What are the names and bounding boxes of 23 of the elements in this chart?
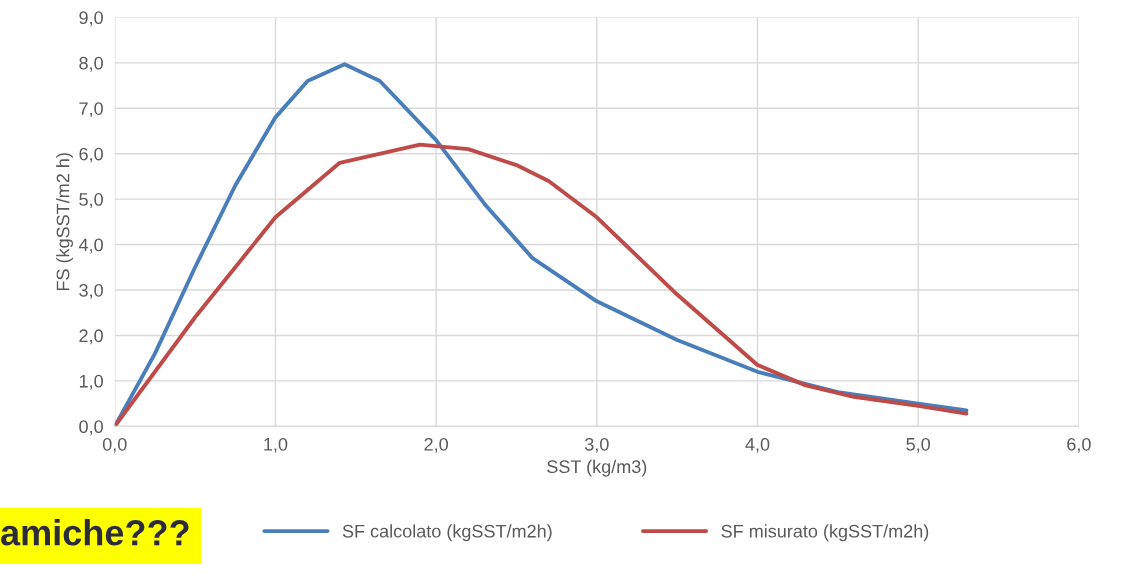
x-tick-label: 6,0 [1067, 437, 1091, 453]
y-tick-label: 9,0 [79, 11, 103, 27]
y-tick-label: 1,0 [79, 374, 103, 390]
text: amiche??? [1, 519, 189, 546]
y-tick-label: 7,0 [79, 102, 103, 118]
y-tick-label: 3,0 [79, 283, 103, 299]
line-series [114, 142, 969, 427]
x-tick-label: 2,0 [424, 437, 448, 453]
y-tick-label: 8,0 [79, 56, 103, 72]
x-tick-label: 5,0 [906, 437, 931, 453]
y-tick-label: 4,0 [78, 238, 103, 254]
x-tick-label: 1,0 [264, 437, 288, 453]
y-tick-label: 5,0 [79, 193, 103, 208]
x-axis-title: SST (kg/m3) [547, 459, 647, 477]
x-tick-label: 3,0 [584, 437, 609, 453]
legend-label: SF misurato (kgSST/m2h) [721, 524, 929, 542]
y-tick-label: 2,0 [79, 329, 103, 345]
y-tick-label: 6,0 [79, 147, 103, 163]
y-axis-title: FS (kgSST/m2 h) [56, 153, 73, 291]
x-tick-label: 0,0 [102, 437, 127, 453]
legend-label: SF calcolato (kgSST/m2h) [342, 524, 552, 542]
x-tick-label: 4,0 [745, 437, 770, 453]
y-tick-label: 0,0 [79, 420, 103, 436]
